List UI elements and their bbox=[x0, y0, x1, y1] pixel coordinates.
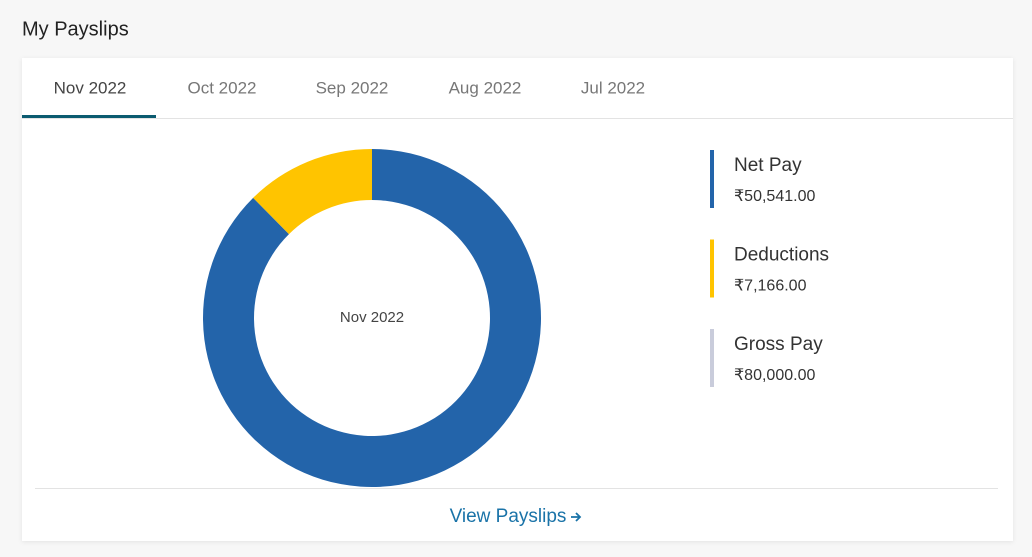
page-title: My Payslips bbox=[22, 18, 129, 40]
arrow-icon bbox=[571, 512, 582, 522]
legend-marker bbox=[710, 239, 714, 298]
legend-name: Deductions bbox=[734, 245, 829, 266]
legend-marker bbox=[710, 329, 714, 387]
legend-value: ₹50,541.00 bbox=[734, 188, 815, 205]
legend-name: Net Pay bbox=[734, 155, 802, 176]
legend-name: Gross Pay bbox=[734, 334, 823, 355]
legend: Net Pay ₹50,541.00 Deductions ₹7,166.00 Gros… bbox=[710, 150, 829, 387]
donut-center-label: Nov 2022 bbox=[340, 309, 404, 326]
legend-value: ₹7,166.00 bbox=[734, 278, 807, 295]
donut-segment bbox=[253, 149, 372, 235]
view-payslips-link[interactable]: View Payslips bbox=[450, 506, 582, 527]
legend-marker bbox=[710, 150, 714, 208]
tab[interactable]: Aug 2022 bbox=[449, 78, 522, 97]
tabs: Nov 2022 Oct 2022 Sep 2022 Aug 2022 Jul 2022 bbox=[22, 78, 645, 118]
link-text[interactable]: View Payslips bbox=[450, 506, 567, 527]
legend-value: ₹80,000.00 bbox=[734, 367, 815, 384]
tab[interactable]: Sep 2022 bbox=[316, 78, 389, 97]
active-tab-indicator bbox=[22, 115, 156, 118]
donut-segment bbox=[202, 149, 541, 487]
tab[interactable]: Nov 2022 bbox=[54, 78, 127, 97]
tab[interactable]: Jul 2022 bbox=[581, 78, 645, 97]
tab[interactable]: Oct 2022 bbox=[188, 78, 257, 97]
donut-chart bbox=[202, 149, 541, 487]
